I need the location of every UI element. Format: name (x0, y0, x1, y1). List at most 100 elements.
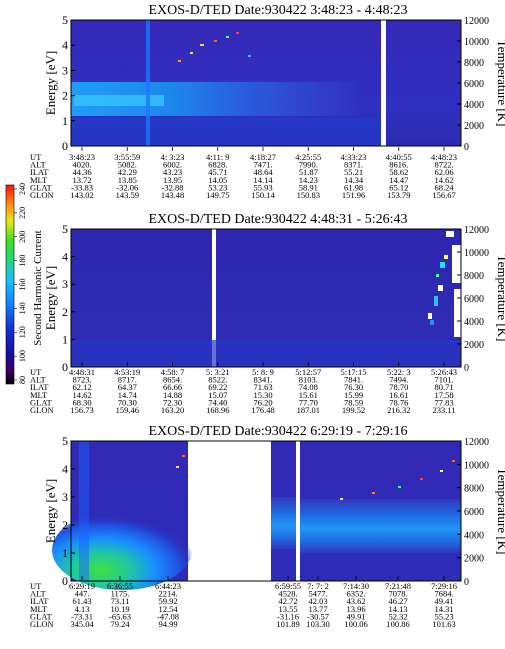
orbit-value: 5477. (308, 589, 327, 599)
orbit-value: 51.87 (299, 167, 318, 177)
orbit-value: 176.48 (251, 405, 274, 415)
orbit-value: 78.70 (389, 382, 408, 392)
temperature-tick-label: 0 (464, 577, 469, 588)
ut-value: 6:44:23 (155, 581, 181, 591)
orbit-value: 156.67 (432, 190, 455, 200)
energy-tick-label: 4 (62, 38, 68, 52)
orbit-value: 447. (75, 589, 90, 599)
orbit-value: 52.32 (388, 611, 407, 621)
colorbar-tick-label: 240 (18, 183, 27, 195)
energy-tick-label: 0 (62, 139, 68, 153)
orbit-value: 168.96 (206, 405, 229, 415)
colorbar-tick-label: 80 (18, 376, 27, 384)
orbit-value: 14.13 (388, 604, 407, 614)
orbit-value: 7990. (299, 160, 318, 170)
orbit-value: 55.21 (344, 167, 363, 177)
panel-3-ylabel-right: Temperature [K] (495, 468, 505, 555)
colorbar-tick-label: 220 (18, 207, 27, 219)
ut-value: 5: 8: 9 (252, 367, 274, 377)
ut-value: 4:40:55 (386, 152, 412, 162)
panel-1-orbit-table: UTALTILATMLTGLATGLON3:48:234020.44.3613.… (30, 147, 457, 200)
orbit-value: 7841. (344, 375, 363, 385)
energy-tick-label: 1 (62, 546, 68, 560)
orbit-value: 101.63 (432, 619, 455, 629)
orbit-value: 78.59 (344, 397, 363, 407)
orbit-value: 58.62 (389, 167, 408, 177)
temperature-tick-label: 10000 (464, 460, 489, 471)
ut-value: 3:48:23 (69, 152, 95, 162)
energy-tick-label: 1 (62, 114, 68, 128)
energy-tick-label: 2 (62, 518, 68, 532)
orbit-value: 2214. (158, 589, 177, 599)
orbit-row-label: MLT (30, 604, 48, 614)
orbit-row-label: GLON (30, 619, 54, 629)
orbit-value: 43.62 (346, 596, 365, 606)
orbit-row-label: ILAT (30, 167, 49, 177)
orbit-value: 13.96 (346, 604, 365, 614)
orbit-value: 143.02 (70, 190, 93, 200)
ut-value: 4:25:55 (295, 152, 321, 162)
orbit-value: 149.75 (206, 190, 229, 200)
orbit-value: 14.05 (208, 175, 227, 185)
panel-2-low-energy (71, 340, 461, 367)
orbit-value: 66.66 (163, 382, 182, 392)
panel-1-band-core (74, 95, 164, 106)
orbit-value: 72.30 (163, 397, 182, 407)
ut-value: 6:29:19 (69, 581, 95, 591)
panel-2-heatmap (71, 229, 461, 367)
orbit-row-label: UT (30, 152, 42, 162)
orbit-value: -73.31 (71, 611, 93, 621)
orbit-value: 10.19 (110, 604, 129, 614)
orbit-value: 69.22 (208, 382, 227, 392)
panel-1-spike (146, 20, 150, 146)
panel-1-title: EXOS-D/TED Date:930422 3:48:23 - 4:48:23 (149, 3, 408, 18)
orbit-value: 8722. (434, 160, 453, 170)
orbit-value: 62.06 (434, 167, 453, 177)
temperature-tick-label: 8000 (464, 484, 484, 495)
orbit-value: 143.48 (161, 190, 184, 200)
orbit-value: 68.30 (72, 397, 91, 407)
orbit-value: -65.63 (109, 611, 131, 621)
orbit-value: 4.13 (75, 604, 90, 614)
orbit-value: 16.61 (389, 390, 408, 400)
panel-2: EXOS-D/TED Date:930422 4:48:31 - 5:26:43… (30, 212, 505, 415)
panel-3-title: EXOS-D/TED Date:930422 6:29:19 - 7:29:16 (149, 424, 408, 439)
colorbar-tick-label: 100 (18, 350, 27, 362)
temperature-tick-label: 12000 (464, 225, 489, 236)
orbit-value: 13.95 (163, 175, 182, 185)
orbit-value: 58.91 (299, 182, 318, 192)
orbit-value: -31.16 (277, 611, 299, 621)
orbit-value: 14.14 (253, 175, 273, 185)
temperature-tick-label: 0 (464, 363, 469, 374)
panel-3-heatmap (52, 441, 461, 590)
panel-2-title: EXOS-D/TED Date:930422 4:48:31 - 5:26:43 (149, 212, 408, 227)
orbit-value: 15.07 (208, 390, 227, 400)
orbit-value: 64.37 (118, 382, 137, 392)
orbit-value: 14.34 (344, 175, 364, 185)
orbit-value: 13.72 (72, 175, 91, 185)
energy-tick-label: 5 (62, 434, 68, 448)
orbit-value: 62.12 (72, 382, 91, 392)
orbit-value: 55.23 (434, 611, 453, 621)
panel-3-yticks-right: 0 2000 4000 6000 8000 10000 12000 (457, 437, 489, 588)
panel-3: EXOS-D/TED Date:930422 6:29:19 - 7:29:16… (30, 424, 505, 629)
orbit-value: 68.24 (434, 182, 454, 192)
orbit-value: 8616. (389, 160, 408, 170)
panel-2-ylabel-right: Temperature [K] (495, 255, 505, 342)
orbit-value: 71.63 (253, 382, 272, 392)
orbit-value: 15.61 (299, 390, 318, 400)
ut-value: 4:48:23 (431, 152, 457, 162)
ut-value: 5:26:43 (431, 367, 457, 377)
orbit-value: 49.41 (434, 596, 453, 606)
orbit-value: 74.40 (208, 397, 227, 407)
orbit-value: 7078. (388, 589, 407, 599)
ut-value: 4:11: 9 (206, 152, 230, 162)
ut-value: 6:59:55 (275, 581, 301, 591)
orbit-value: 8371. (344, 160, 363, 170)
orbit-value: 1175. (111, 589, 130, 599)
temperature-tick-label: 4000 (464, 317, 484, 328)
orbit-value: 6828. (208, 160, 227, 170)
orbit-row-label: MLT (30, 175, 48, 185)
panel-2-edge-features (428, 231, 461, 337)
